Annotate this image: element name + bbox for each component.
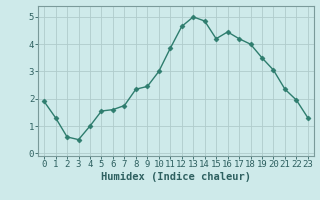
- X-axis label: Humidex (Indice chaleur): Humidex (Indice chaleur): [101, 172, 251, 182]
